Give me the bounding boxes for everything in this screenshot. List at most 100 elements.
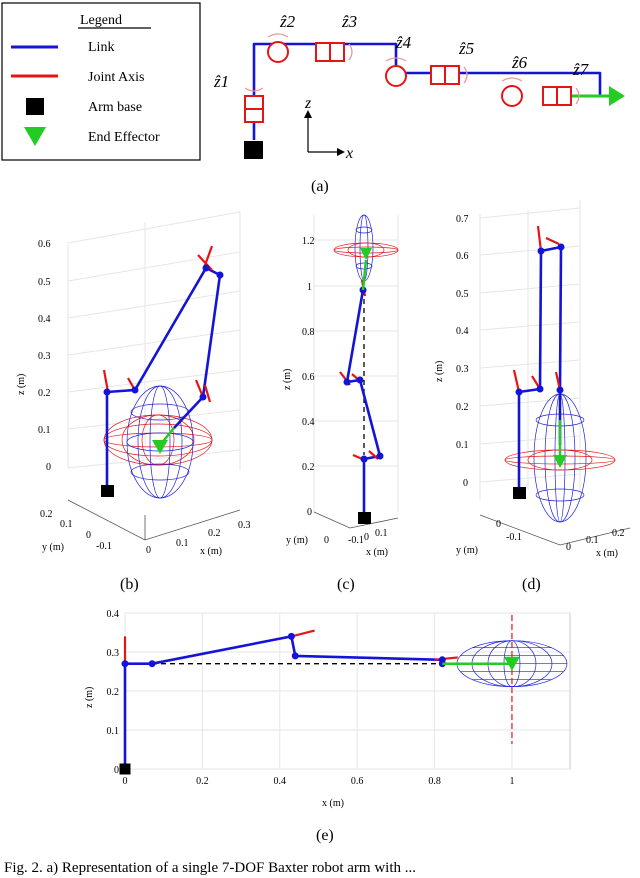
plot-e-y-tick: 0 — [114, 765, 119, 776]
plot-e-x-label: x (m) — [322, 798, 344, 809]
plot-d-joint-axis — [545, 237, 560, 245]
plot-e-y-tick: 0.4 — [107, 609, 120, 620]
plot-c-joint-axis — [368, 450, 379, 460]
schematic-z-arrowhead — [304, 110, 312, 118]
schematic-joint3-rotation-icon — [348, 43, 353, 61]
plot-e-arm-links — [123, 635, 444, 769]
plot-e-grid — [124, 612, 570, 770]
plot-e-y-ticks: 0 0.1 0.2 0.3 0.4 — [107, 609, 120, 776]
schematic-joint2-icon — [267, 41, 289, 63]
legend-end-effector-swatch — [24, 127, 46, 146]
plot-d-z-tick: 0.3 — [456, 364, 469, 375]
plot-b-joint — [103, 388, 111, 396]
panel-label-b: (b) — [120, 576, 139, 593]
plot-b-z-tick: 0.5 — [38, 277, 51, 288]
legend-link-label: Link — [88, 40, 114, 55]
schematic-x-arrowhead — [337, 148, 345, 156]
plot-b-joint — [216, 271, 224, 279]
plot-c: 1.2 1 0.8 0.6 0.4 0.2 0 z (m) y (m) 0 -0… — [282, 214, 399, 558]
plot-d-joint — [536, 385, 544, 393]
plot-c-joint — [376, 452, 384, 460]
plot-d-z-tick: 0.2 — [456, 402, 469, 413]
plot-e-joint-axis — [434, 656, 458, 661]
plot-b-x-tick: 0.2 — [208, 528, 221, 539]
plot-b-base — [101, 485, 114, 497]
plot-b-z-tick: 0.3 — [38, 351, 51, 362]
schematic-joint2-rotation-icon — [267, 33, 289, 38]
plot-b-grid — [67, 211, 241, 470]
plot-e-end-effector — [503, 656, 520, 671]
joint-label-z5: ẑ5 — [458, 39, 474, 58]
joint-label-z4: ẑ4 — [395, 33, 412, 52]
plot-b-joint-axis — [202, 245, 214, 269]
plot-d-base — [513, 487, 526, 499]
plot-e-x-tick: 0.2 — [196, 776, 209, 787]
plot-d-z-tick: 0 — [463, 478, 468, 489]
plot-c-z-tick: 0.4 — [302, 417, 315, 428]
plot-b-z-tick: 0.1 — [38, 425, 51, 436]
plot-d-x-label: x (m) — [596, 548, 618, 559]
figure-caption: Fig. 2. a) Representation of a single 7-… — [4, 860, 417, 876]
plot-c-z-label: z (m) — [282, 369, 293, 390]
plot-e-joint-axes — [123, 615, 513, 744]
plot-b-arm-links — [105, 266, 222, 490]
joint-label-z3: ẑ3 — [341, 12, 357, 31]
plot-d-x-tick: 0 — [566, 542, 571, 553]
plot-d-y-label: y (m) — [456, 545, 478, 556]
plot-e-x-tick: 0.4 — [274, 776, 287, 787]
plot-e: 0 0.2 0.4 0.6 0.8 1 0 0.1 0.2 0.3 0.4 x (m) z (m) — [84, 609, 571, 809]
plot-d-y-tick: -0.1 — [506, 532, 522, 543]
joint-label-z2: ẑ2 — [279, 12, 296, 31]
schematic-joint6-icon — [501, 85, 523, 107]
plot-b-joint-axis — [102, 369, 110, 393]
legend-joint-axis-label: Joint Axis — [88, 70, 144, 85]
plot-c-z-tick: 0.8 — [302, 327, 315, 338]
schematic-base-icon — [244, 141, 263, 159]
plot-b-z-tick: 0 — [46, 462, 51, 473]
plot-c-z-tick: 0.6 — [302, 372, 315, 383]
schematic-z-label: z — [304, 95, 312, 112]
schematic-joint6-rotation-icon — [501, 77, 523, 82]
plot-d-z-tick: 0.5 — [456, 289, 469, 300]
schematic-end-effector-icon — [609, 86, 625, 106]
plot-e-joint — [121, 660, 129, 668]
plot-e-y-tick: 0.3 — [107, 648, 120, 659]
plot-c-z-tick: 0.2 — [302, 462, 315, 473]
panel-label-d: (d) — [522, 576, 541, 593]
plot-d-z-label: z (m) — [434, 361, 445, 382]
plot-d-z-ticks: 0.7 0.6 0.5 0.4 0.3 0.2 0.1 0 — [456, 214, 469, 489]
plot-e-y-tick: 0.2 — [107, 687, 120, 698]
plot-c-x-tick: 0 — [364, 532, 369, 543]
plot-b-z-tick: 0.4 — [38, 314, 51, 325]
plot-e-joint-axis — [291, 629, 315, 638]
plot-d-z-tick: 0.7 — [456, 214, 469, 225]
plot-c-grid — [313, 215, 399, 512]
plot-c-arm-links — [345, 289, 382, 518]
plot-d-x-ticks: 0 0.1 0.2 — [566, 528, 625, 553]
plot-b: 0.6 0.5 0.4 0.3 0.2 0.1 0 z (m) 0.2 0.1 … — [16, 211, 251, 557]
legend-arm-base-swatch — [26, 98, 44, 115]
plot-c-z-tick: 0 — [307, 507, 312, 518]
plot-c-joint — [360, 455, 368, 463]
plot-b-x-label: x (m) — [200, 546, 222, 557]
plot-e-x-tick: 0.6 — [351, 776, 364, 787]
plot-d-x-tick: 0.1 — [586, 535, 599, 546]
legend-title: Legend — [80, 13, 122, 28]
joint-label-z1: ẑ1 — [213, 72, 229, 91]
plot-b-z-label: z (m) — [16, 374, 27, 395]
plot-c-x-label: x (m) — [366, 547, 388, 558]
plot-c-joint — [343, 378, 351, 386]
plot-c-x-ticks: -0.1 0 0.1 — [348, 528, 388, 546]
schematic-joint7-rotation-icon — [575, 87, 580, 105]
plot-d-joint — [556, 386, 564, 394]
plot-b-y-tick: 0.1 — [60, 519, 73, 530]
joint-label-z6: ẑ6 — [511, 53, 528, 72]
plot-d-grid — [479, 200, 581, 500]
panel-label-c: (c) — [337, 576, 355, 593]
plot-c-x-tick: -0.1 — [348, 535, 364, 546]
plot-e-base — [119, 763, 131, 775]
plot-b-x-ticks: 0 0.1 0.2 0.3 — [146, 520, 251, 556]
plot-c-z-tick: 1.2 — [302, 236, 315, 247]
plot-b-floor — [67, 499, 241, 541]
plot-d-joint — [537, 247, 545, 255]
